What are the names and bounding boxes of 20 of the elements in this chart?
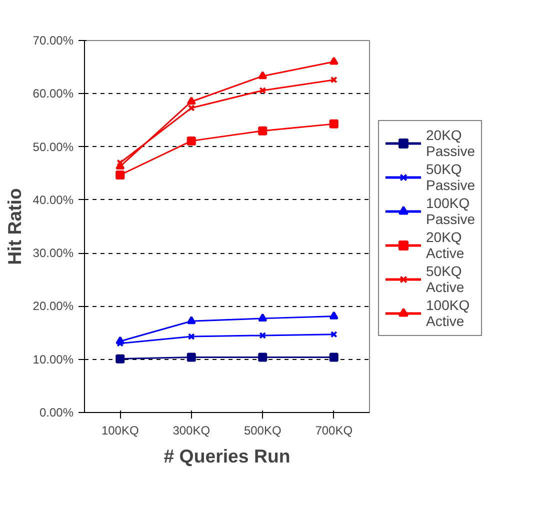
y-tick-label: 60.00% — [32, 86, 74, 101]
y-tick-label: 10.00% — [32, 352, 74, 366]
legend-label: 50KQ Active — [426, 262, 464, 294]
y-tick-label: 30.00% — [32, 246, 74, 260]
x-tick-label: 300KQ — [172, 424, 210, 438]
legend-label: 100KQ Passive — [426, 194, 476, 226]
y-tick-label: 20.00% — [32, 299, 74, 314]
y-tick-label: 50.00% — [32, 140, 74, 154]
legend-label: 100KQ Active — [426, 296, 470, 328]
y-tick-label: 70.00% — [32, 34, 74, 48]
y-tick-label: 40.00% — [32, 192, 74, 207]
x-tick-label: 500KQ — [244, 424, 282, 438]
y-tick-label: 0.00% — [39, 406, 74, 420]
legend-label: 20KQ Passive — [426, 126, 476, 158]
x-tick-label: 100KQ — [101, 424, 139, 438]
x-axis-title: # Queries Run — [164, 446, 290, 466]
legend-label: 20KQ Active — [426, 228, 464, 260]
x-tick-label: 700KQ — [315, 424, 353, 438]
y-axis-title: Hit Ratio — [4, 188, 25, 265]
legend-label: 50KQ Passive — [426, 160, 476, 192]
